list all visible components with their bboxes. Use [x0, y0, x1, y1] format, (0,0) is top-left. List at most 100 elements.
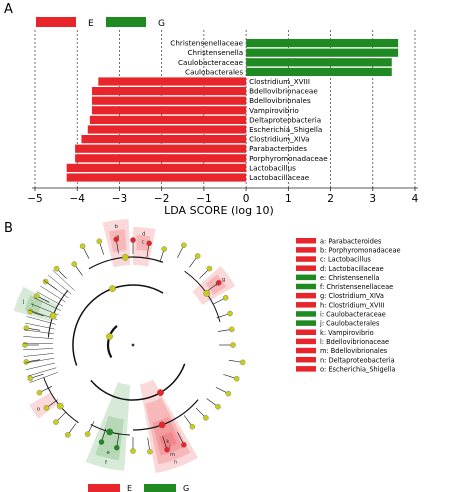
- leaf-node: [225, 390, 232, 397]
- clado-legend-swatch: [296, 256, 316, 262]
- bar: [92, 96, 247, 105]
- leaf-node: [34, 293, 40, 299]
- panel-a-letter: A: [4, 2, 13, 17]
- clade-letter: e: [107, 450, 111, 456]
- leaf-node: [23, 359, 30, 365]
- branch-arc: [43, 377, 79, 424]
- clade-letter: b: [115, 224, 119, 230]
- clade-highlight: [13, 286, 58, 322]
- leaf-node: [216, 279, 222, 286]
- bar: [246, 67, 392, 76]
- bar-label: Caulobacteraceae: [178, 58, 244, 67]
- leaf-node: [23, 325, 30, 331]
- leaf-node: [130, 237, 136, 243]
- clado-legend-swatch: [296, 238, 316, 244]
- clado-legend-swatch: [296, 292, 316, 299]
- bar: [246, 39, 399, 48]
- internal-node: [157, 389, 164, 396]
- bar-label: Christensenellaceae: [170, 39, 243, 48]
- leaf-branch: [29, 372, 58, 383]
- leaf-node: [161, 246, 167, 252]
- leaf-node: [71, 261, 77, 267]
- clade-letter: n: [174, 460, 178, 466]
- x-tick-label: 3: [369, 193, 376, 205]
- x-tick-label: −3: [112, 193, 127, 205]
- clade-letter: c: [141, 239, 144, 245]
- leaf-node: [27, 375, 34, 382]
- branch-arc: [47, 290, 69, 338]
- clado-legend-label: m: Bdellovibrionales: [320, 347, 388, 355]
- x-tick-label: 4: [412, 193, 419, 205]
- bar-label: Clostridium_XIVa: [249, 135, 309, 144]
- bar: [66, 173, 247, 182]
- clado-legend-label: k: Vampirovibrio: [320, 329, 374, 337]
- panel-b-letter: B: [4, 221, 13, 236]
- x-tick-label: −1: [196, 193, 211, 205]
- x-tick-label: −2: [154, 193, 169, 205]
- bar: [66, 163, 247, 172]
- leaf-node: [53, 265, 60, 272]
- x-axis-label: LDA SCORE (log 10): [164, 204, 274, 217]
- leaf-branch: [23, 348, 54, 351]
- x-tick-label: −5: [27, 193, 42, 205]
- clade-letter: i: [32, 303, 34, 309]
- internal-node: [106, 428, 114, 436]
- bar: [87, 125, 247, 134]
- clade-highlight: [139, 379, 198, 474]
- leaf-node: [181, 242, 187, 248]
- clado-legend-label: a: Parabacteroides: [320, 237, 382, 245]
- x-tick-label: 1: [285, 193, 292, 205]
- bar: [246, 58, 392, 67]
- clado-legend-swatch: [296, 347, 316, 354]
- legend-e-swatch: [36, 17, 76, 27]
- bar-label: Porphyromonadaceae: [249, 154, 328, 163]
- bar: [98, 77, 247, 86]
- leaf-branch: [23, 336, 54, 339]
- leaf-node: [113, 444, 120, 451]
- bar-label: Vampirovibrio: [249, 106, 299, 115]
- legend-bottom-g-label: G: [183, 484, 189, 492]
- leaf-node: [146, 240, 152, 247]
- clado-legend-label: g: Clostridium_XIVa: [320, 292, 384, 300]
- leaf-node: [233, 375, 240, 382]
- leaf-node: [27, 308, 34, 315]
- clade-highlight: [145, 397, 191, 465]
- legend-bottom-e-label: E: [127, 484, 132, 492]
- clade-letter: l: [169, 444, 171, 450]
- clado-legend-swatch: [296, 265, 316, 271]
- leaf-node: [36, 389, 43, 396]
- clade-letter: f: [105, 460, 108, 466]
- legend-bottom-e-swatch: [88, 484, 120, 492]
- bar: [81, 135, 247, 144]
- leaf-node: [206, 265, 213, 272]
- branch-arc: [90, 363, 186, 401]
- leaf-node: [98, 439, 105, 445]
- x-tick-label: 2: [327, 193, 334, 205]
- clado-legend-swatch: [296, 247, 316, 253]
- legend-g-swatch: [106, 17, 146, 27]
- internal-node: [106, 333, 113, 340]
- leaf-branch: [33, 297, 61, 311]
- branch-arc: [106, 325, 118, 359]
- clado-legend-label: o: Escherichia_Shigella: [320, 365, 395, 373]
- clado-legend-label: c: Lactobacillus: [320, 256, 371, 264]
- clado-legend-label: l: Bdellovibrionaceae: [320, 338, 389, 346]
- clado-legend-swatch: [296, 283, 316, 290]
- bar: [89, 115, 247, 124]
- bar: [92, 106, 247, 115]
- clado-legend-swatch: [296, 274, 316, 281]
- leaf-branch: [24, 329, 54, 335]
- bar: [75, 144, 247, 153]
- leaf-branch: [23, 353, 54, 357]
- leaf-branch: [27, 367, 57, 377]
- leaf-node: [96, 238, 103, 245]
- clado-legend-label: e: Christensenella: [320, 274, 379, 282]
- clado-legend-swatch: [296, 356, 316, 363]
- clado-legend-swatch: [296, 338, 316, 345]
- leaf-branch: [25, 362, 56, 370]
- leaf-node: [230, 342, 236, 348]
- legend-g-label: G: [158, 19, 165, 29]
- legend-top: E G: [36, 17, 165, 29]
- clade-letter: m: [170, 452, 175, 458]
